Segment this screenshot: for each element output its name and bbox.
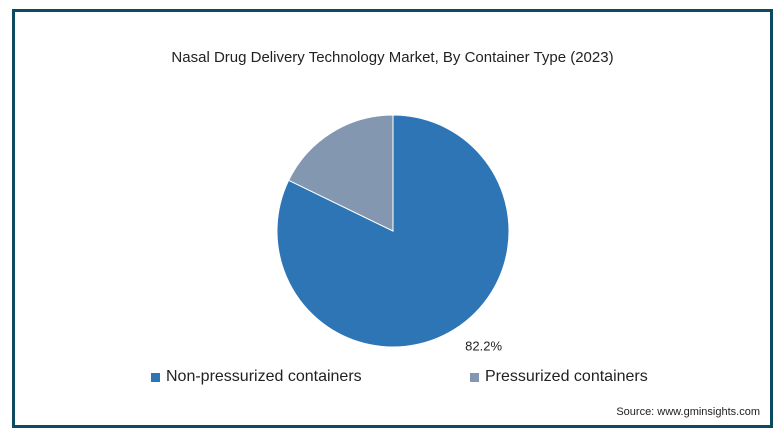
pie-chart: 82.2% (276, 114, 510, 353)
chart-title: Nasal Drug Delivery Technology Market, B… (171, 49, 614, 66)
pie-slice-non-pressurized-containers (276, 114, 510, 348)
legend-label-non-pressurized: Non-pressurized containers (166, 368, 362, 385)
legend-item-pressurized: Pressurized containers (470, 368, 648, 386)
pie-slice-pressurized-containers (288, 114, 394, 232)
legend-swatch-non-pressurized (151, 372, 160, 382)
source-note: Source: www.gminsights.com (616, 406, 760, 418)
legend-swatch-pressurized (470, 372, 479, 382)
legend: Non-pressurized containers Pressurized c… (15, 368, 770, 390)
slice-data-label: 82.2% (465, 338, 502, 353)
chart-frame: Nasal Drug Delivery Technology Market, B… (12, 9, 773, 428)
legend-label-pressurized: Pressurized containers (485, 368, 648, 385)
legend-item-non-pressurized: Non-pressurized containers (151, 368, 362, 386)
